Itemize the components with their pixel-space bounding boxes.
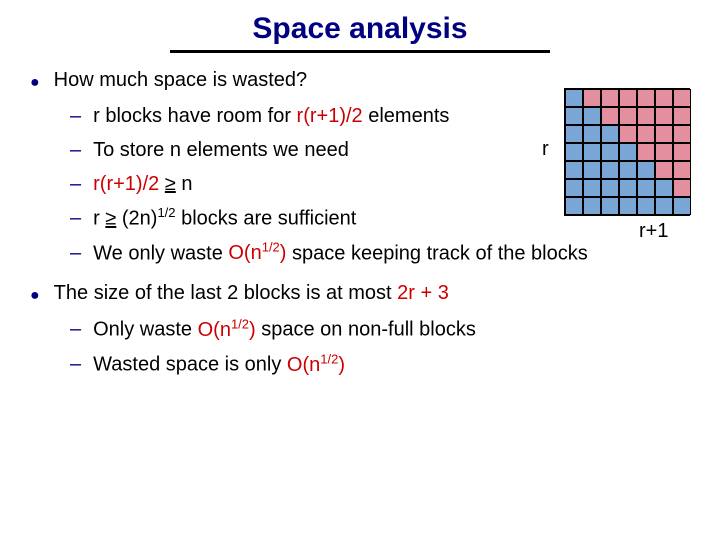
grid-cell xyxy=(673,107,691,125)
bullet-text: Wasted space is only O(n1/2) xyxy=(93,349,345,380)
bullet-lastblocks: ● The size of the last 2 blocks is at mo… xyxy=(30,278,690,308)
grid-cell xyxy=(583,143,601,161)
grid-cell xyxy=(673,143,691,161)
formula-red: 2r + 3 xyxy=(397,282,449,304)
grid-cell xyxy=(655,197,673,215)
bullet-text: We only waste O(n1/2) space keeping trac… xyxy=(93,238,588,269)
grid-cell xyxy=(583,107,601,125)
bullet-dash-icon: – xyxy=(70,314,81,344)
grid-cell xyxy=(655,125,673,143)
grid-cell xyxy=(565,107,583,125)
formula-red: O(n1/2) xyxy=(198,319,256,341)
r1-axis-label: r+1 xyxy=(639,220,668,243)
grid-cell xyxy=(583,125,601,143)
bullet-dot-icon: ● xyxy=(30,284,40,308)
grid-cell xyxy=(601,161,619,179)
grid-cell xyxy=(619,197,637,215)
bullet-text: r blocks have room for r(r+1)/2 elements xyxy=(93,101,449,131)
grid-cell xyxy=(565,143,583,161)
grid-cell xyxy=(619,89,637,107)
formula-red: r(r+1)/2 xyxy=(297,105,363,127)
grid-cell xyxy=(637,125,655,143)
bullet-text: r(r+1)/2 ≥ n xyxy=(93,169,192,199)
grid-cell xyxy=(673,161,691,179)
grid-cell xyxy=(565,125,583,143)
bullet-waste-track: – We only waste O(n1/2) space keeping tr… xyxy=(70,238,690,269)
triangle-grid xyxy=(564,88,690,216)
grid-cell xyxy=(583,161,601,179)
grid-cell xyxy=(583,89,601,107)
grid-cell xyxy=(637,197,655,215)
bullet-text: How much space is wasted? xyxy=(54,65,307,95)
triangle-diagram: r r+1 xyxy=(564,88,690,216)
grid-cell xyxy=(673,125,691,143)
grid-cell xyxy=(637,89,655,107)
formula-red: O(n1/2) xyxy=(228,242,286,264)
grid-cell xyxy=(619,161,637,179)
grid-cell xyxy=(637,107,655,125)
formula-red: r(r+1)/2 xyxy=(93,173,165,195)
grid-cell xyxy=(601,179,619,197)
bullet-waste-total: – Wasted space is only O(n1/2) xyxy=(70,349,690,380)
grid-cell xyxy=(673,179,691,197)
r-axis-label: r xyxy=(542,138,549,161)
grid-cell xyxy=(565,161,583,179)
bullet-dot-icon: ● xyxy=(30,71,40,95)
bullet-waste-nonfull: – Only waste O(n1/2) space on non-full b… xyxy=(70,314,690,345)
grid-cell xyxy=(637,179,655,197)
grid-cell xyxy=(583,197,601,215)
bullet-dash-icon: – xyxy=(70,349,81,379)
grid-cell xyxy=(655,179,673,197)
grid-cell xyxy=(619,107,637,125)
grid-cell xyxy=(601,89,619,107)
bullet-text: r ≥ (2n)1/2 blocks are sufficient xyxy=(93,203,356,234)
grid-cell xyxy=(619,125,637,143)
grid-cell xyxy=(619,179,637,197)
grid-cell xyxy=(655,107,673,125)
grid-cell xyxy=(673,197,691,215)
grid-cell xyxy=(655,143,673,161)
grid-cell xyxy=(655,89,673,107)
bullet-text: To store n elements we need xyxy=(93,135,349,165)
grid-cell xyxy=(583,179,601,197)
title-underline xyxy=(170,50,550,53)
grid-cell xyxy=(565,197,583,215)
bullet-dash-icon: – xyxy=(70,135,81,165)
slide-title: Space analysis xyxy=(0,0,720,50)
grid-cell xyxy=(565,179,583,197)
grid-cell xyxy=(655,161,673,179)
grid-cell xyxy=(601,143,619,161)
bullet-text: Only waste O(n1/2) space on non-full blo… xyxy=(93,314,476,345)
bullet-dash-icon: – xyxy=(70,101,81,131)
grid-cell xyxy=(637,143,655,161)
bullet-dash-icon: – xyxy=(70,169,81,199)
bullet-text: The size of the last 2 blocks is at most… xyxy=(54,278,449,308)
formula-red: O(n1/2) xyxy=(287,354,345,376)
grid-cell xyxy=(619,143,637,161)
bullet-dash-icon: – xyxy=(70,238,81,268)
grid-cell xyxy=(601,125,619,143)
grid-cell xyxy=(601,107,619,125)
grid-cell xyxy=(565,89,583,107)
grid-cell xyxy=(601,197,619,215)
grid-cell xyxy=(637,161,655,179)
grid-cell xyxy=(673,89,691,107)
bullet-dash-icon: – xyxy=(70,203,81,233)
